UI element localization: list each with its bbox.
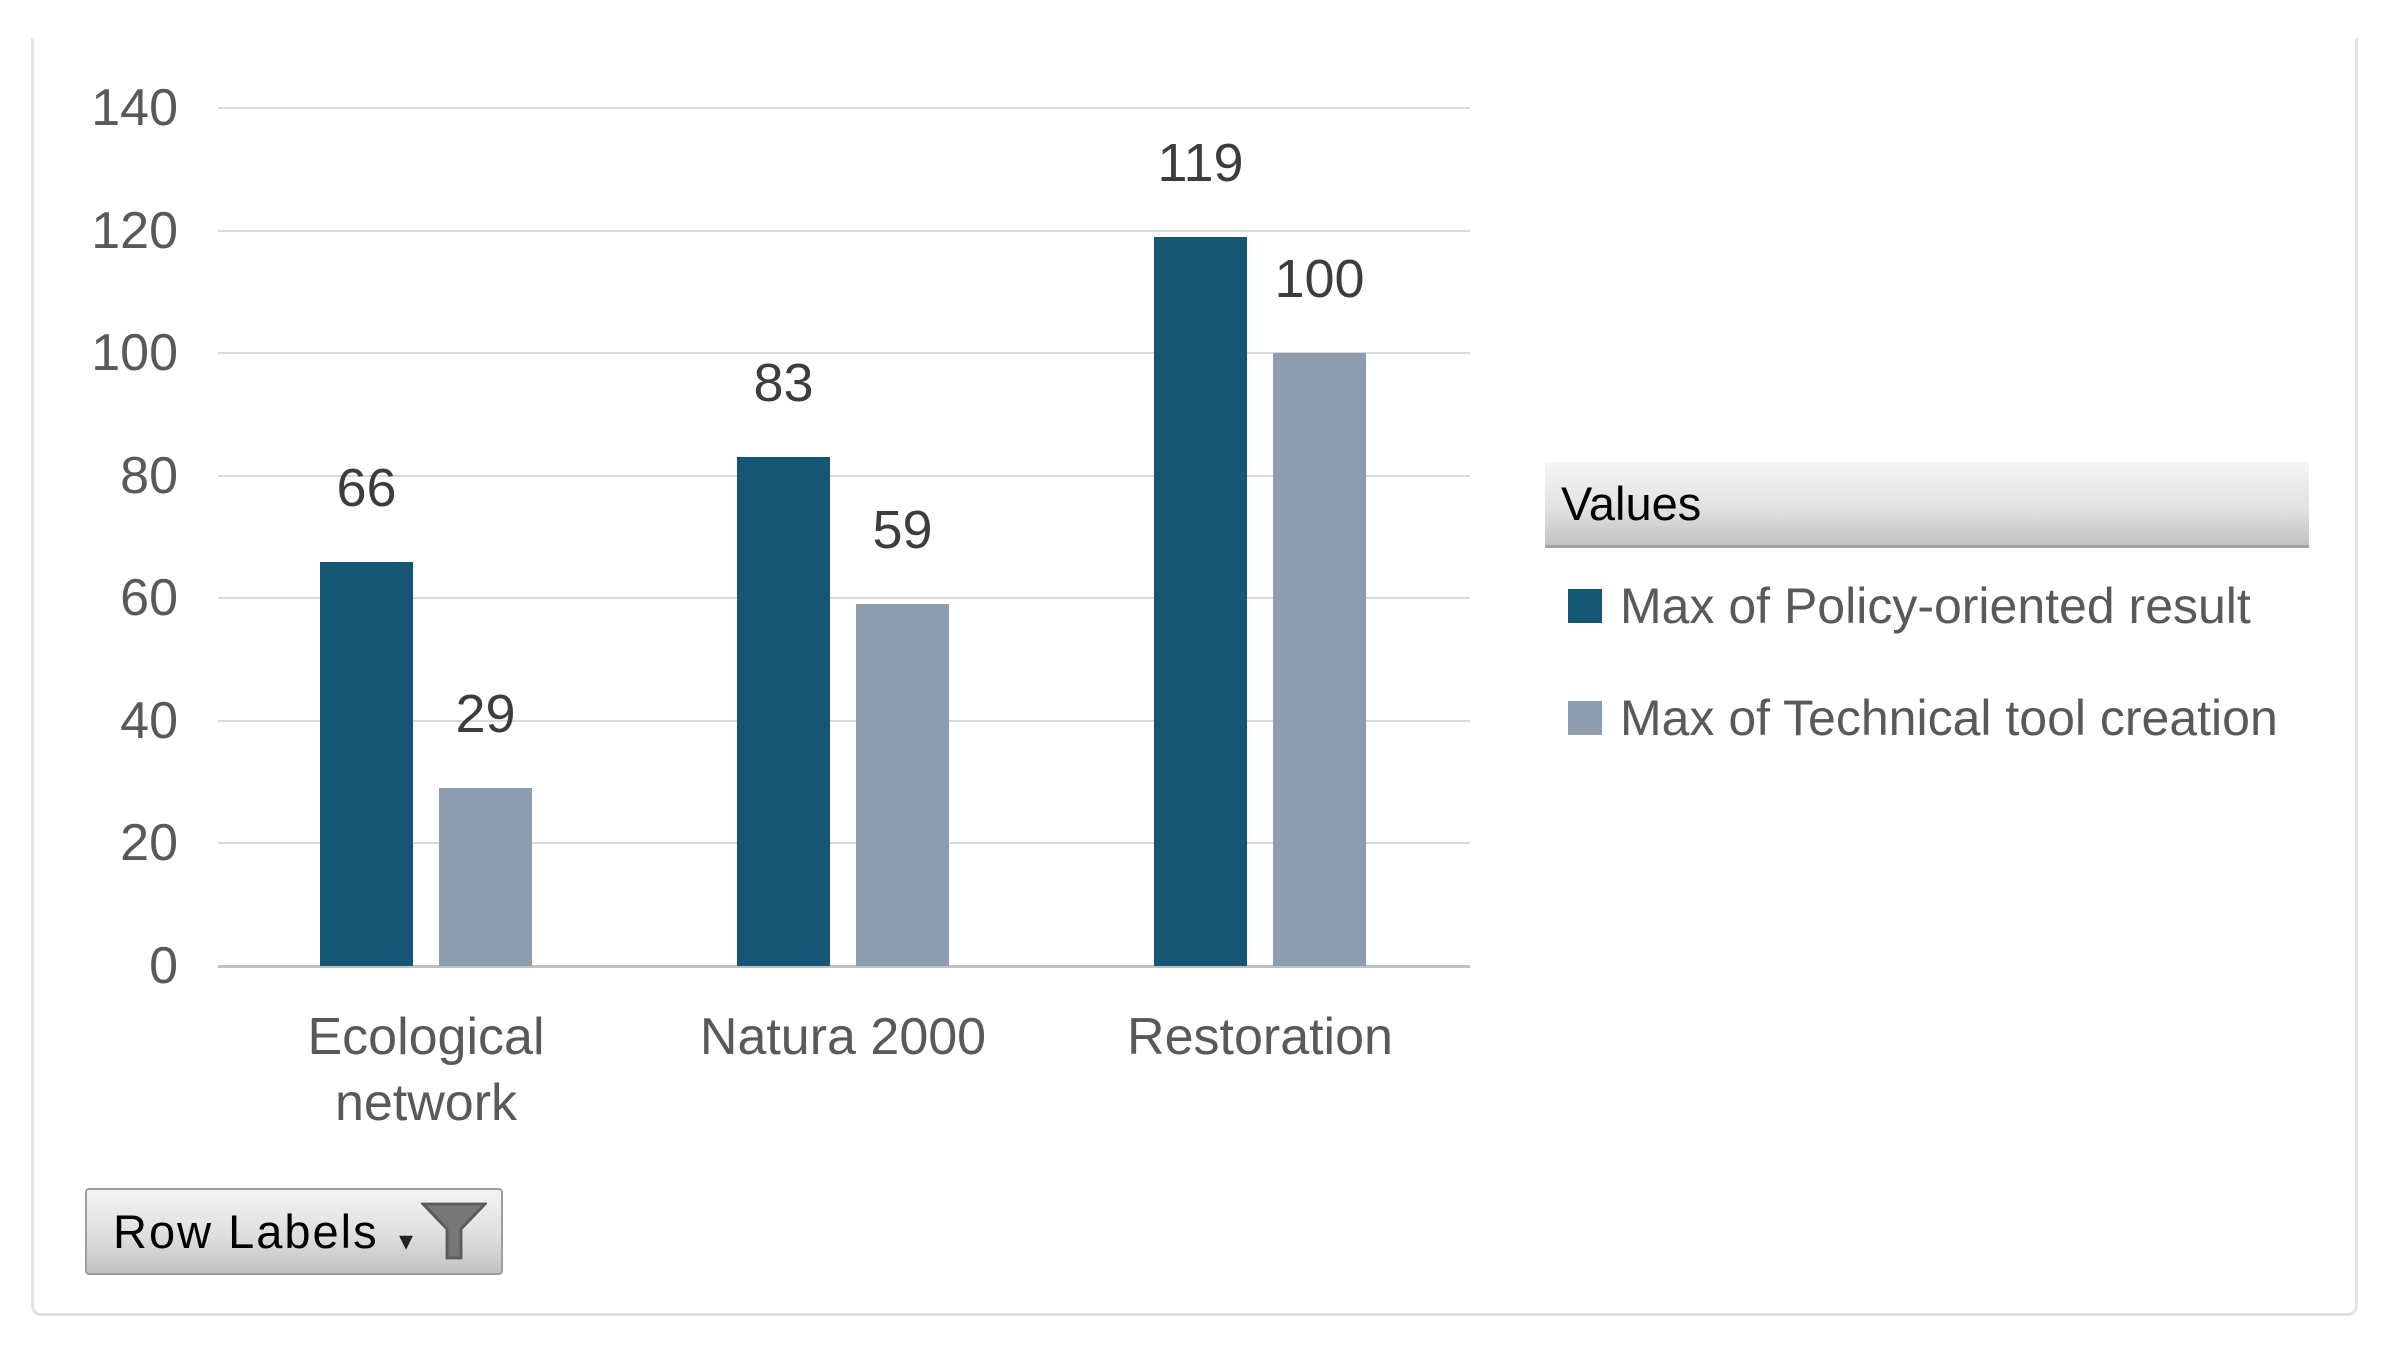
row-labels-filter-button[interactable]: Row Labels ▾: [85, 1188, 503, 1275]
legend-swatch-icon: [1568, 701, 1602, 735]
category-axis-label: Restoration: [1127, 1008, 1393, 1066]
filter-funnel-icon[interactable]: [421, 1202, 487, 1262]
bar-technical: [439, 788, 532, 966]
bar-technical: [1273, 353, 1366, 966]
gridline: [218, 107, 1470, 109]
gridline: [218, 474, 1470, 477]
y-axis-tick-label: 120: [91, 201, 178, 260]
legend-item-label: Max of Policy-oriented result: [1620, 578, 2251, 634]
y-axis-tick-label: 60: [120, 569, 178, 628]
bar-policy: [1154, 237, 1247, 966]
bar-value-label: 29: [455, 684, 516, 744]
gridline: [218, 842, 1470, 845]
row-labels-label: Row Labels: [113, 1205, 379, 1258]
legend-item: Max of Technical tool creation: [1568, 690, 2278, 746]
bar-value-label: 100: [1274, 249, 1365, 309]
gridline: [218, 719, 1470, 722]
bar-technical: [856, 604, 949, 966]
category-axis-label: Ecological network: [307, 1008, 545, 1132]
legend-item: Max of Policy-oriented result: [1568, 578, 2251, 634]
y-axis-tick-label: 20: [120, 814, 178, 873]
y-axis-tick-label: 0: [149, 937, 178, 995]
y-axis-tick-label: 100: [91, 324, 178, 383]
gridline: [218, 229, 1470, 232]
bar-value-label: 83: [753, 353, 814, 413]
dropdown-caret-icon[interactable]: ▾: [398, 1224, 413, 1256]
bar-value-label: 59: [872, 500, 933, 560]
y-axis-tick-label: 40: [120, 691, 178, 750]
legend-values-header[interactable]: Values: [1545, 462, 2309, 548]
bar-policy: [320, 562, 413, 966]
x-axis-line: [218, 965, 1470, 968]
bar-value-label: 66: [336, 458, 397, 518]
gridline: [218, 597, 1470, 600]
bar-value-label: 119: [1157, 133, 1244, 193]
category-axis-label: Natura 2000: [699, 1008, 987, 1066]
legend-swatch-icon: [1568, 589, 1602, 623]
bar-policy: [737, 457, 830, 966]
y-axis-tick-label: 140: [91, 79, 178, 137]
legend-item-label: Max of Technical tool creation: [1620, 690, 2278, 746]
legend-values-header-label: Values: [1561, 477, 1702, 530]
gridline: [218, 352, 1470, 355]
y-axis-tick-label: 80: [120, 446, 178, 505]
